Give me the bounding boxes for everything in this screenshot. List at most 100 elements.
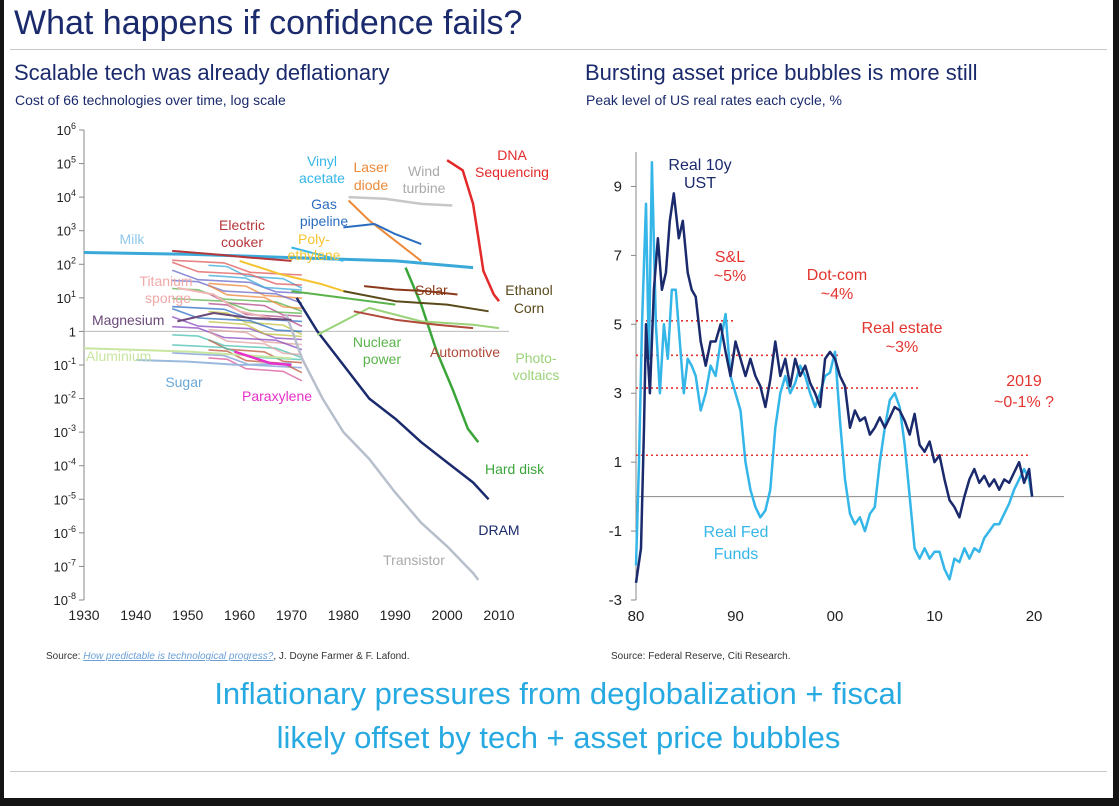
label-aluminium: Aluminium (86, 348, 151, 364)
series-polyethylene (239, 259, 344, 293)
minor-tech-line (172, 334, 303, 359)
annotation-real-estate: Real estate (862, 320, 943, 337)
y-tick-label: 10-7 (54, 557, 76, 574)
label-ethylene: ethylene (288, 247, 341, 263)
series-solar (363, 285, 458, 296)
series-titanium-sponge (177, 286, 272, 319)
minor-tech-line (208, 284, 302, 310)
series-laser-diode (347, 199, 422, 262)
label-solar: Solar (415, 282, 448, 298)
left-chart-caption: Cost of 66 technologies over time, log s… (15, 92, 286, 108)
tech-cost-chart: 106 105 104 103 102 101 1 10-1 10-2 10-3 10-4 10-5 1… (54, 121, 560, 623)
minor-tech-line (172, 287, 303, 313)
right-source: Source: Federal Reserve, Citi Research. (611, 651, 791, 662)
label-milk: Milk (120, 231, 146, 247)
label-dram: DRAM (478, 522, 519, 538)
y-tick-label: 7 (614, 247, 622, 264)
label-ethanol: Ethanol (505, 282, 552, 298)
minor-tech-line (171, 315, 302, 341)
minor-tech-line (208, 357, 303, 382)
minor-tech-line (208, 320, 302, 338)
label-sugar: Sugar (165, 374, 203, 390)
y-tick-label: 10-8 (54, 591, 76, 608)
series-vinyl-acetate (291, 246, 344, 262)
x-tick-label: 20 (1026, 608, 1043, 625)
y-tick-label: 9 (614, 178, 622, 195)
annotation-4: ~4% (821, 286, 853, 303)
y-tick-label: 105 (57, 155, 76, 172)
y-tick-label: 10-1 (54, 356, 76, 373)
label-laser: Laser (353, 159, 388, 175)
label-cooker: cooker (221, 234, 263, 250)
x-tick-label: 1960 (224, 607, 255, 623)
label-electric: Electric (219, 217, 265, 233)
x-tick-label: 90 (727, 608, 744, 625)
minor-tech-line (171, 261, 302, 286)
minor-tech-line (172, 352, 302, 369)
annotation-0-1: ~0-1% ? (994, 394, 1054, 411)
page-title: What happens if confidence fails? (14, 4, 523, 42)
series-magnesium (177, 312, 292, 323)
label-magnesium: Magnesium (92, 312, 164, 328)
minor-tech-line (172, 325, 303, 351)
x-tick-label: 80 (628, 608, 645, 625)
annotation-funds: Funds (714, 546, 758, 563)
label-power: power (363, 351, 401, 367)
left-chart-title: Scalable tech was already deflationary (14, 60, 390, 85)
x-tick-label: 1970 (276, 607, 307, 623)
label-acetate: acetate (299, 170, 345, 186)
x-tick-label: 00 (827, 608, 844, 625)
label-turbine: turbine (403, 180, 446, 196)
label-nuclear: Nuclear (353, 334, 402, 350)
series-milk (83, 251, 474, 270)
title-divider (10, 49, 1107, 50)
annotation-s-l: S&L (715, 249, 745, 266)
series-sugar (135, 359, 292, 366)
y-tick-label: -3 (609, 592, 622, 609)
source-link[interactable]: How predictable is technological progres… (83, 651, 274, 662)
label-poly: Poly- (298, 231, 330, 247)
slide: What happens if confidence fails? Scalab… (4, 0, 1113, 798)
minor-tech-line (171, 269, 302, 294)
series-dram (295, 297, 490, 501)
footer-line-2: likely offset by tech + asset price bubb… (276, 720, 841, 755)
y-tick-label: 3 (614, 385, 622, 402)
right-chart-title: Bursting asset price bubbles is more sti… (585, 60, 978, 85)
y-tick-label: 106 (57, 121, 76, 138)
label-wind: Wind (408, 163, 440, 179)
series-hard-disk (404, 267, 480, 443)
x-tick-label: 2010 (483, 607, 514, 623)
annotation-real-10y: Real 10y (668, 157, 731, 174)
label-sequencing: Sequencing (475, 164, 549, 180)
label-automotive: Automotive (430, 344, 500, 360)
minor-tech-line (208, 274, 302, 291)
x-tick-label: 1990 (380, 607, 411, 623)
left-source: Source: How predictable is technological… (46, 651, 410, 662)
x-tick-label: 10 (926, 608, 943, 625)
right-chart-caption: Peak level of US real rates each cycle, … (586, 92, 843, 108)
minor-tech-line (171, 307, 302, 333)
y-tick-label: 10-3 (54, 423, 76, 440)
bottom-divider (10, 771, 1107, 772)
y-tick-label: 101 (57, 289, 76, 306)
minor-tech-line (172, 279, 303, 304)
footer-line-1: Inflationary pressures from deglobalizat… (214, 676, 903, 711)
label-paraxylene: Paraxylene (242, 388, 312, 404)
series-gas-pipeline (343, 223, 422, 246)
series-real-fed-funds (634, 161, 1034, 581)
y-tick-label: -1 (609, 523, 622, 540)
y-tick-label: 102 (57, 255, 76, 272)
x-tick-label: 1930 (68, 607, 99, 623)
y-tick-label: 1 (69, 324, 76, 339)
annotation-2019: 2019 (1006, 373, 1042, 390)
x-tick-label: 1950 (172, 607, 203, 623)
x-tick-label: 1980 (328, 607, 359, 623)
y-tick-label: 10-4 (54, 457, 76, 474)
y-tick-label: 104 (57, 188, 76, 205)
series-aluminium (83, 347, 292, 360)
annotation-5: ~5% (714, 268, 746, 285)
annotation-dot-com: Dot-com (807, 267, 867, 284)
label-photo: Photo- (515, 350, 557, 366)
y-tick-label: 10-5 (54, 490, 76, 507)
annotation-ust: UST (684, 175, 716, 192)
